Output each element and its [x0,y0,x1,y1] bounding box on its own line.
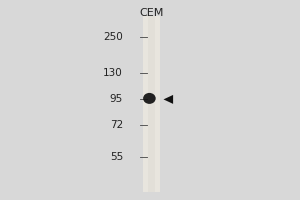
Text: 72: 72 [110,120,123,130]
Polygon shape [164,95,173,104]
Text: 130: 130 [103,68,123,78]
Text: 55: 55 [110,152,123,162]
Text: 250: 250 [103,32,123,42]
Text: 95: 95 [110,94,123,104]
Bar [148,16,155,192]
Bar [143,16,160,192]
Text: CEM: CEM [139,8,164,18]
Ellipse shape [143,93,156,104]
